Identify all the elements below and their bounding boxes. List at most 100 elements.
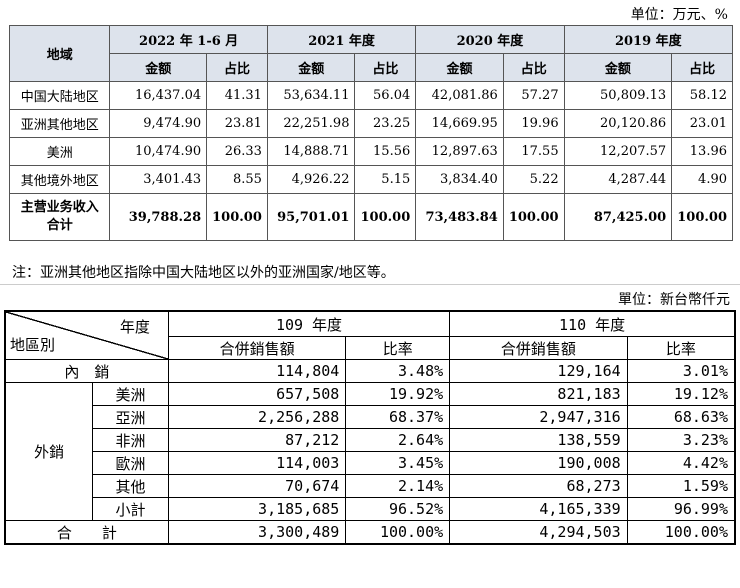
value-cell: 68.37%: [345, 405, 451, 429]
value-cell: 100.00%: [626, 520, 736, 545]
table-row: 非洲 87,212 2.64% 138,559 3.23%: [5, 428, 736, 452]
subtotal-row: 小計 3,185,685 96.52% 4,165,339 96.99%: [5, 497, 736, 521]
period-header: 110 年度: [449, 310, 736, 337]
total-value-cell: 73,483.84: [415, 193, 504, 241]
table-row: 美洲 10,474.90 26.33 14,888.71 15.56 12,89…: [8, 137, 733, 166]
table-row: 內 銷 114,804 3.48% 129,164 3.01%: [4, 359, 736, 383]
value-cell: 4.42%: [626, 451, 736, 475]
amount-header: 金额: [109, 53, 208, 82]
ratio-header: 比率: [626, 336, 736, 360]
value-cell: 3,834.40: [415, 165, 504, 194]
value-cell: 4,287.44: [563, 165, 673, 194]
value-cell: 56.04: [354, 81, 417, 110]
total-value-cell: 95,701.01: [266, 193, 356, 241]
region-cell: 亚洲其他地区: [8, 109, 111, 138]
value-cell: 9,474.90: [109, 109, 208, 138]
table1-note: 注：亚洲其他地区指除中国大陆地区以外的亚洲国家/地区等。: [12, 265, 395, 281]
value-cell: 13.96: [671, 137, 733, 166]
table-row: 其他境外地区 3,401.43 8.55 4,926.22 5.15 3,834…: [8, 165, 733, 194]
value-cell: 114,804: [167, 359, 347, 383]
total-value-cell: 100.00: [671, 193, 733, 241]
value-cell: 50,809.13: [563, 81, 673, 110]
value-cell: 12,897.63: [415, 137, 504, 166]
region-cell: 其他境外地区: [8, 165, 111, 194]
value-cell: 87,212: [167, 428, 347, 452]
value-cell: 57.27: [502, 81, 565, 110]
value-cell: 53,634.11: [266, 81, 356, 110]
value-cell: 3,300,489: [167, 520, 347, 545]
table1-unit-label: 单位：万元、%: [630, 7, 728, 23]
value-cell: 42,081.86: [415, 81, 504, 110]
region-cell: 小計: [92, 497, 169, 521]
value-cell: 22,251.98: [266, 109, 356, 138]
total-label-cell: 主营业务收入 合计: [8, 193, 111, 241]
corner-region-label: 地區別: [10, 336, 56, 354]
value-cell: 4,294,503: [449, 520, 628, 545]
total-label: 合 計: [4, 520, 169, 545]
corner-year-label: 年度: [119, 318, 150, 336]
value-cell: 96.99%: [626, 497, 736, 521]
total-value-cell: 39,788.28: [109, 193, 208, 241]
value-cell: 19.12%: [626, 382, 736, 406]
value-cell: 96.52%: [345, 497, 451, 521]
region-cell: 亞洲: [92, 405, 169, 429]
sales-header: 合併銷售額: [167, 336, 347, 360]
ratio-header: 比率: [345, 336, 451, 360]
value-cell: 2,256,288: [167, 405, 347, 429]
value-cell: 4.90: [671, 165, 733, 194]
value-cell: 129,164: [449, 359, 628, 383]
share-header: 占比: [671, 53, 733, 82]
table-row: 亞洲 2,256,288 68.37% 2,947,316 68.63%: [5, 405, 736, 429]
region-cell: 中国大陆地区: [8, 81, 111, 110]
region-cell: 歐洲: [92, 451, 169, 475]
value-cell: 17.55: [502, 137, 565, 166]
period-header: 2021 年度: [266, 25, 417, 54]
value-cell: 14,888.71: [266, 137, 356, 166]
value-cell: 5.15: [354, 165, 417, 194]
value-cell: 821,183: [449, 382, 628, 406]
table-row: 中国大陆地区 16,437.04 41.31 53,634.11 56.04 4…: [8, 81, 733, 110]
value-cell: 1.59%: [626, 474, 736, 498]
value-cell: 114,003: [167, 451, 347, 475]
period-header: 2022 年 1-6 月: [109, 25, 268, 54]
value-cell: 2,947,316: [449, 405, 628, 429]
value-cell: 14,669.95: [415, 109, 504, 138]
region-cell: 美洲: [8, 137, 111, 166]
value-cell: 190,008: [449, 451, 628, 475]
value-cell: 10,474.90: [109, 137, 208, 166]
value-cell: 657,508: [167, 382, 347, 406]
value-cell: 16,437.04: [109, 81, 208, 110]
total-value-cell: 100.00: [502, 193, 565, 241]
value-cell: 41.31: [206, 81, 268, 110]
value-cell: 3,401.43: [109, 165, 208, 194]
section-divider: [0, 284, 740, 285]
total-label-line2: 合计: [46, 218, 73, 233]
table2-unit-label: 單位：新台幣仟元: [618, 292, 730, 308]
value-cell: 23.01: [671, 109, 733, 138]
period-header: 109 年度: [167, 310, 451, 337]
region-cell: 其他: [92, 474, 169, 498]
value-cell: 23.81: [206, 109, 268, 138]
value-cell: 3,185,685: [167, 497, 347, 521]
value-cell: 3.01%: [626, 359, 736, 383]
share-header: 占比: [502, 53, 565, 82]
amount-header: 金额: [266, 53, 356, 82]
value-cell: 15.56: [354, 137, 417, 166]
value-cell: 19.92%: [345, 382, 451, 406]
value-cell: 4,926.22: [266, 165, 356, 194]
value-cell: 26.33: [206, 137, 268, 166]
value-cell: 12,207.57: [563, 137, 673, 166]
corner-header-cell: 年度 地區別: [4, 310, 169, 360]
amount-header: 金额: [563, 53, 673, 82]
value-cell: 138,559: [449, 428, 628, 452]
period-header: 2020 年度: [415, 25, 565, 54]
value-cell: 4,165,339: [449, 497, 628, 521]
value-cell: 58.12: [671, 81, 733, 110]
amount-header: 金额: [415, 53, 504, 82]
total-value-cell: 100.00: [206, 193, 268, 241]
region-cell: 非洲: [92, 428, 169, 452]
region-cell: 美洲: [92, 382, 169, 406]
table-row: 其他 70,674 2.14% 68,273 1.59%: [5, 474, 736, 498]
revenue-by-region-table-cn: 地域 2022 年 1-6 月 2021 年度 2020 年度 2019 年度 …: [8, 25, 734, 241]
value-cell: 3.48%: [345, 359, 451, 383]
